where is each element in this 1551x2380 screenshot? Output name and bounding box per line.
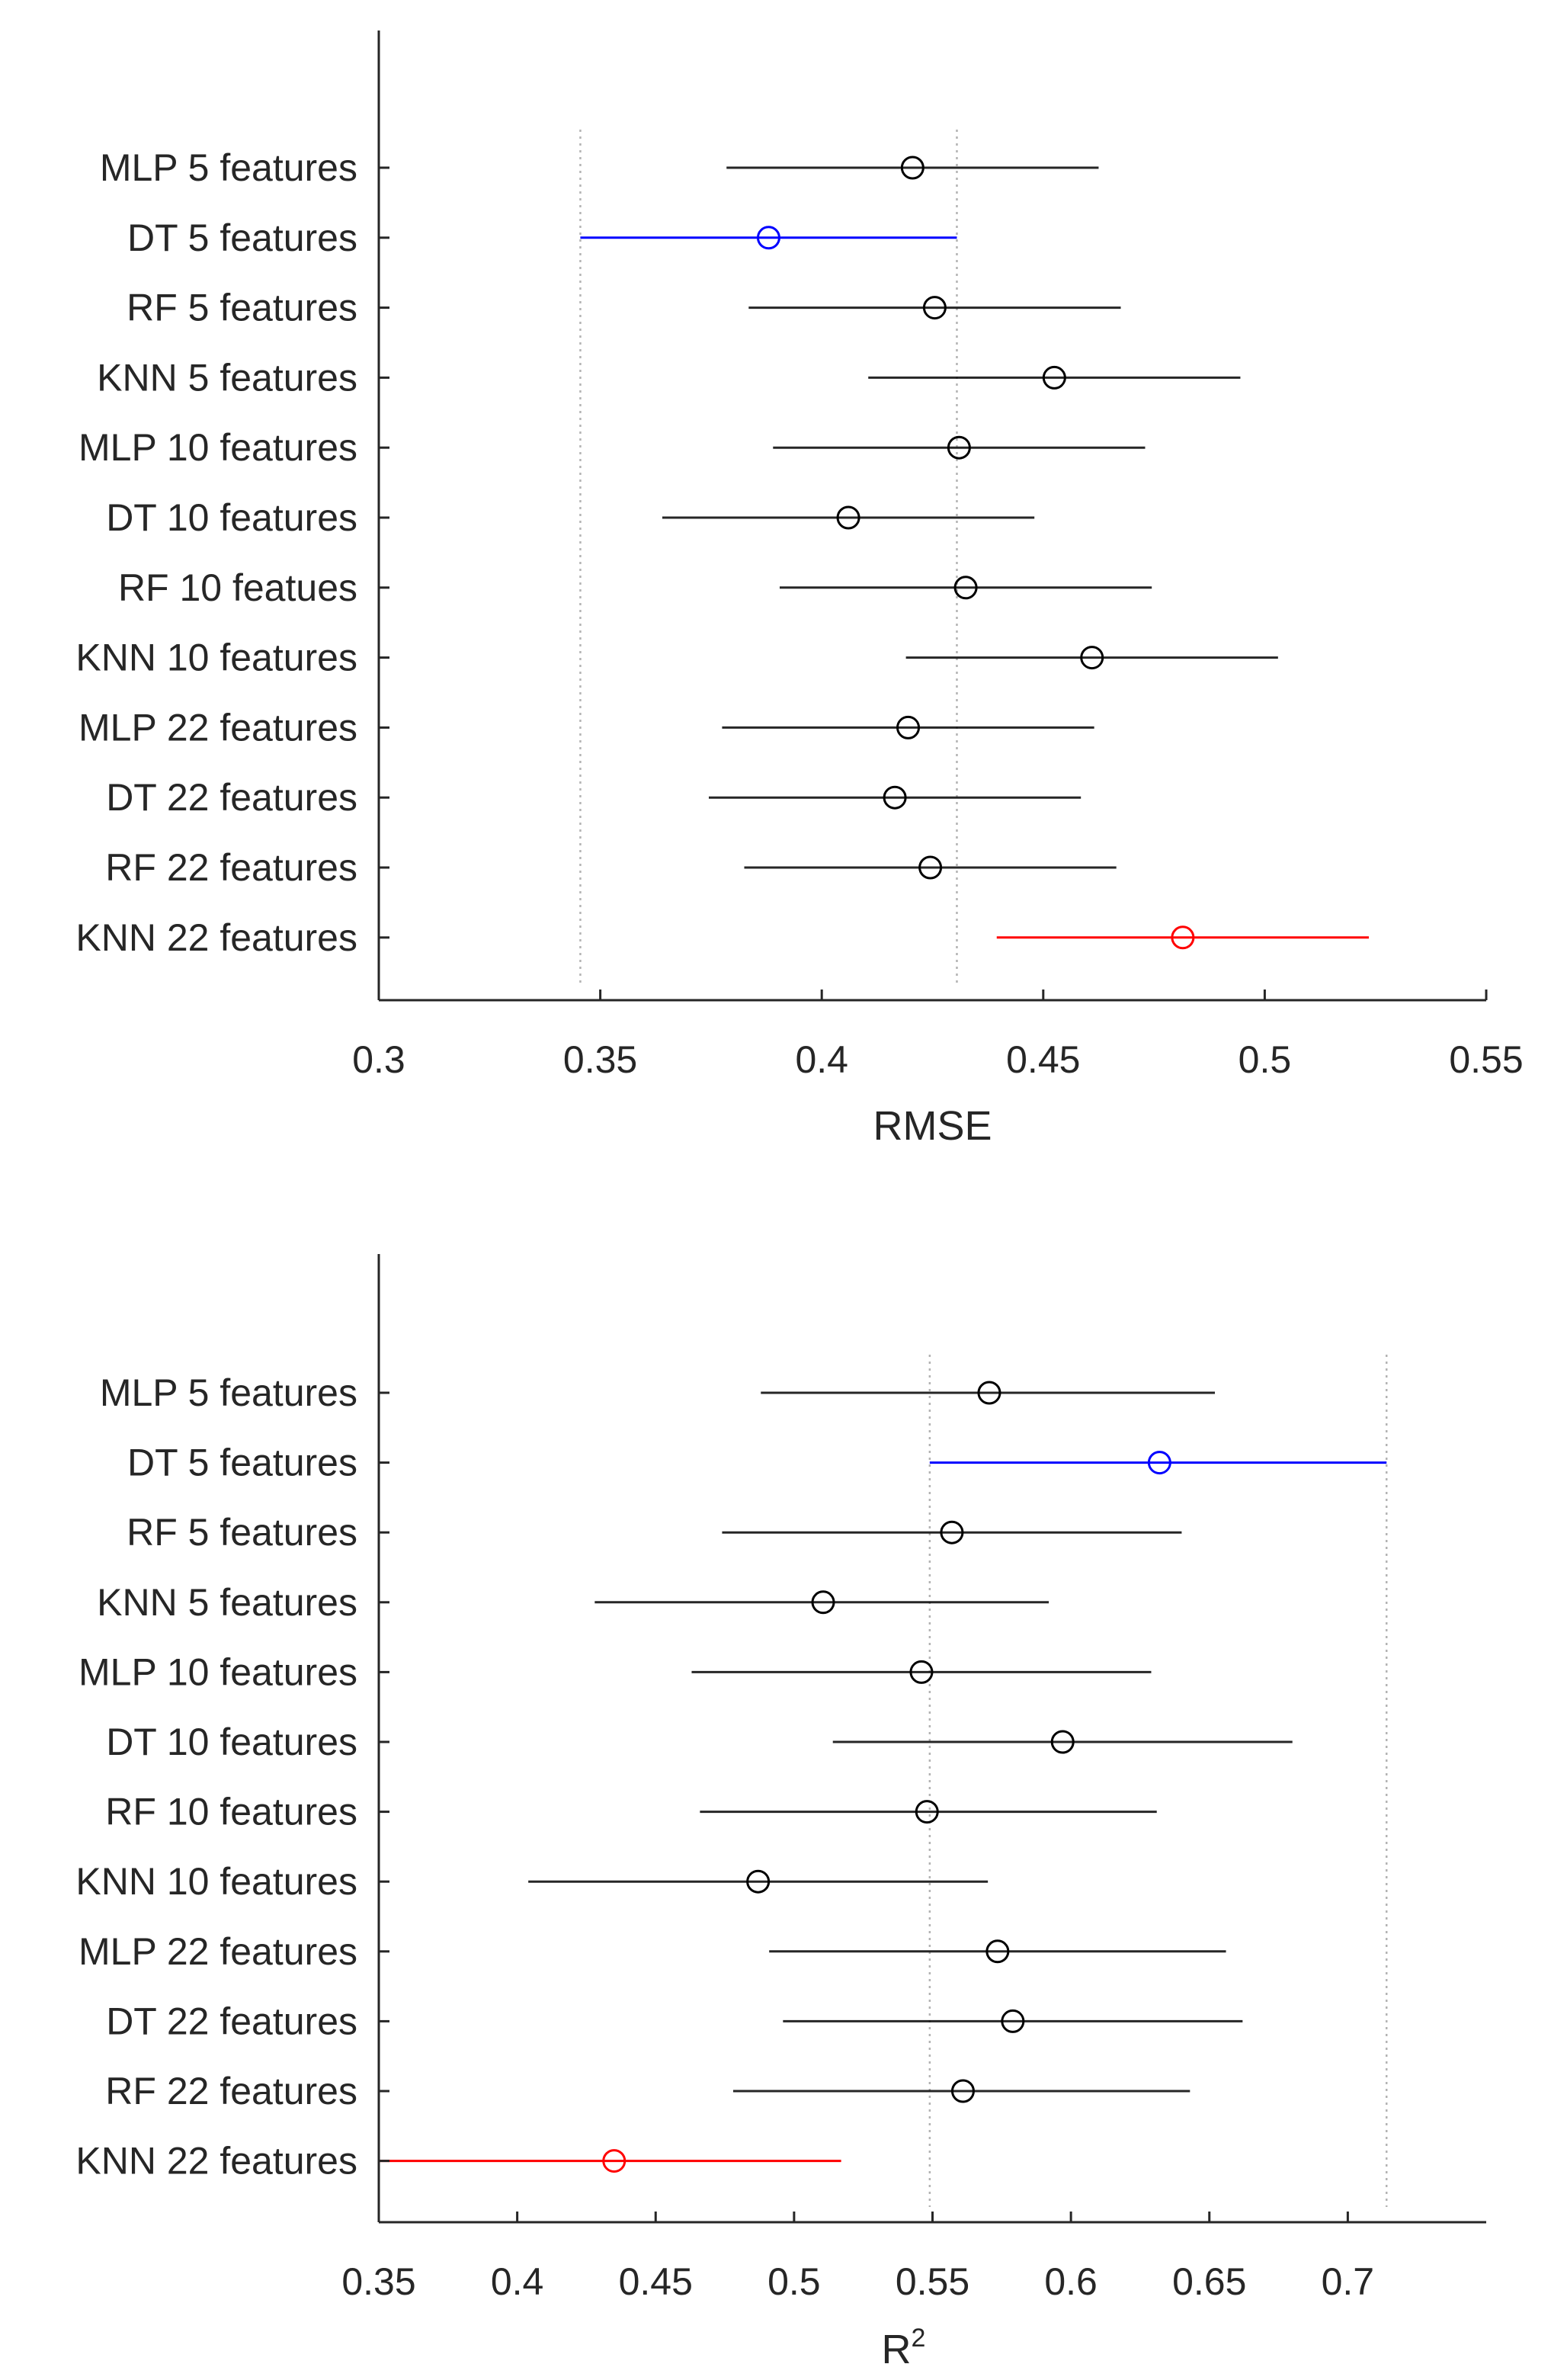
rmse-mean-marker bbox=[953, 576, 978, 600]
r2-panel: MLP 5 features DT 5 features RF 5 features… bbox=[75, 1254, 1486, 2372]
rmse-x-axis-label: RMSE bbox=[873, 1103, 992, 1149]
rmse-category-labels: MLP 5 features DT 5 features RF 5 features… bbox=[75, 146, 389, 959]
r2-mean-marker bbox=[746, 1869, 771, 1894]
rmse-panel: MLP 5 features DT 5 features RF 5 features… bbox=[75, 30, 1524, 1149]
r2-x-tick-label: 0.7 bbox=[1322, 2260, 1375, 2303]
rmse-category-label: DT 22 features bbox=[106, 776, 357, 819]
rmse-x-tick-label: 0.35 bbox=[563, 1038, 637, 1081]
rmse-mean-marker bbox=[1171, 925, 1195, 950]
r2-x-axis-label-superscript: 2 bbox=[912, 2324, 926, 2353]
rmse-mean-marker bbox=[896, 715, 921, 739]
r2-mean-marker bbox=[985, 1939, 1010, 1964]
r2-x-tick-label: 0.55 bbox=[896, 2260, 969, 2303]
r2-category-label: DT 22 features bbox=[106, 2000, 357, 2042]
r2-category-label: KNN 10 features bbox=[75, 1860, 357, 1903]
rmse-category-label: MLP 22 features bbox=[79, 706, 357, 749]
r2-x-tick-label: 0.65 bbox=[1172, 2260, 1246, 2303]
rmse-category-label: KNN 5 features bbox=[97, 356, 357, 399]
r2-x-tick-label: 0.5 bbox=[767, 2260, 821, 2303]
rmse-mean-marker bbox=[836, 505, 860, 530]
rmse-category-label: MLP 10 features bbox=[79, 426, 357, 469]
r2-mean-marker bbox=[909, 1660, 934, 1684]
rmse-x-tick-label: 0.4 bbox=[795, 1038, 848, 1081]
r2-x-ticks: 0.35 0.4 0.45 0.5 0.55 0.6 0.65 0.7 bbox=[341, 2212, 1374, 2303]
rmse-mean-marker bbox=[900, 156, 925, 180]
r2-x-tick-label: 0.4 bbox=[491, 2260, 544, 2303]
rmse-x-tick-label: 0.5 bbox=[1239, 1038, 1292, 1081]
r2-x-tick-label: 0.45 bbox=[619, 2260, 693, 2303]
rmse-mean-marker bbox=[756, 226, 780, 250]
r2-x-axis-label: R2 bbox=[882, 2324, 926, 2372]
r2-mean-marker bbox=[950, 2079, 975, 2103]
rmse-mean-marker bbox=[1080, 646, 1104, 670]
r2-reference-lines bbox=[928, 1355, 1388, 2207]
r2-x-tick-label: 0.35 bbox=[341, 2260, 415, 2303]
r2-category-label: MLP 10 features bbox=[79, 1650, 357, 1693]
r2-category-label: RF 5 features bbox=[127, 1511, 357, 1554]
rmse-mean-marker bbox=[918, 855, 943, 880]
r2-mean-marker bbox=[811, 1590, 835, 1615]
r2-category-labels: MLP 5 features DT 5 features RF 5 features… bbox=[75, 1371, 389, 2183]
rmse-mean-marker bbox=[1042, 365, 1066, 390]
rmse-mean-marker bbox=[922, 296, 947, 320]
rmse-category-label: MLP 5 features bbox=[100, 146, 357, 189]
r2-mean-marker bbox=[1147, 1451, 1171, 1475]
rmse-category-label: RF 10 featues bbox=[118, 566, 357, 609]
r2-mean-marker bbox=[915, 1800, 939, 1824]
r2-category-label: MLP 5 features bbox=[100, 1371, 357, 1414]
rmse-category-label: DT 10 features bbox=[106, 496, 357, 539]
rmse-x-tick-label: 0.55 bbox=[1449, 1038, 1523, 1081]
rmse-mean-marker bbox=[883, 785, 907, 810]
rmse-category-label: KNN 10 features bbox=[75, 637, 357, 679]
rmse-mean-marker bbox=[947, 435, 971, 460]
r2-mean-marker bbox=[1050, 1730, 1075, 1754]
r2-category-label: MLP 22 features bbox=[79, 1930, 357, 1973]
r2-category-label: RF 10 features bbox=[105, 1791, 357, 1833]
rmse-category-label: RF 5 features bbox=[127, 287, 357, 329]
r2-mean-marker bbox=[977, 1381, 1001, 1405]
rmse-category-label: RF 22 features bbox=[105, 846, 357, 889]
r2-x-axis-label-base: R bbox=[882, 2327, 912, 2372]
rmse-category-label: DT 5 features bbox=[127, 217, 357, 259]
r2-mean-marker bbox=[940, 1520, 964, 1544]
r2-error-bars bbox=[379, 1381, 1387, 2173]
r2-category-label: DT 5 features bbox=[127, 1442, 357, 1484]
rmse-category-label: KNN 22 features bbox=[75, 916, 357, 959]
rmse-x-ticks: 0.3 0.35 0.4 0.45 0.5 0.55 bbox=[352, 990, 1524, 1081]
r2-mean-marker bbox=[1001, 2009, 1025, 2033]
rmse-error-bars bbox=[580, 156, 1369, 950]
rmse-reference-lines bbox=[579, 130, 958, 985]
r2-category-label: KNN 5 features bbox=[97, 1581, 357, 1624]
rmse-x-tick-label: 0.45 bbox=[1006, 1038, 1080, 1081]
r2-mean-marker bbox=[602, 2149, 626, 2173]
r2-category-label: RF 22 features bbox=[105, 2070, 357, 2112]
r2-x-tick-label: 0.6 bbox=[1044, 2260, 1098, 2303]
r2-category-label: KNN 22 features bbox=[75, 2140, 357, 2183]
rmse-axes bbox=[377, 30, 1486, 1002]
r2-axes bbox=[377, 1254, 1486, 2224]
r2-category-label: DT 10 features bbox=[106, 1721, 357, 1763]
rmse-x-tick-label: 0.3 bbox=[352, 1038, 405, 1081]
